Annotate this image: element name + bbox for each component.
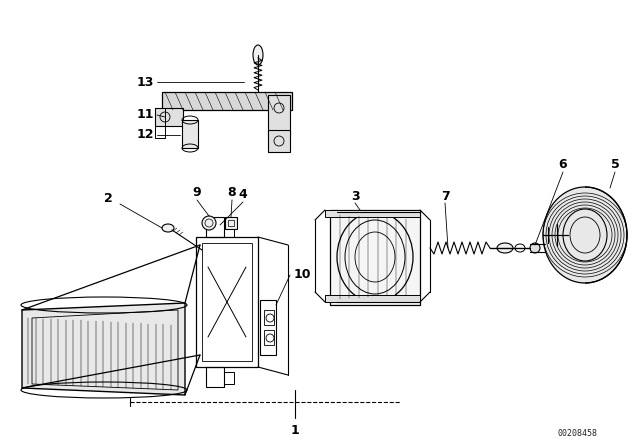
Bar bbox=[206, 367, 224, 387]
Text: 8: 8 bbox=[228, 186, 236, 199]
Bar bbox=[224, 372, 234, 384]
Bar bbox=[155, 108, 165, 138]
Bar bbox=[225, 217, 237, 229]
Text: 5: 5 bbox=[611, 159, 620, 172]
Bar bbox=[228, 220, 234, 226]
Text: 9: 9 bbox=[193, 186, 202, 199]
Bar bbox=[162, 92, 292, 110]
Text: 4: 4 bbox=[239, 189, 248, 202]
Bar bbox=[206, 217, 224, 237]
Text: 00208458: 00208458 bbox=[558, 429, 598, 438]
Bar bbox=[196, 237, 258, 367]
Bar bbox=[224, 222, 234, 237]
Text: 11: 11 bbox=[136, 108, 154, 121]
Polygon shape bbox=[325, 210, 420, 217]
Bar bbox=[264, 330, 274, 345]
Bar bbox=[202, 243, 252, 361]
Bar bbox=[268, 95, 290, 135]
Ellipse shape bbox=[543, 187, 627, 283]
Bar bbox=[330, 210, 420, 305]
Ellipse shape bbox=[253, 45, 263, 65]
Ellipse shape bbox=[530, 243, 540, 253]
Text: 13: 13 bbox=[136, 76, 154, 89]
Text: 7: 7 bbox=[440, 190, 449, 202]
Ellipse shape bbox=[202, 216, 216, 230]
Bar bbox=[182, 120, 198, 148]
Ellipse shape bbox=[497, 243, 513, 253]
Text: 10: 10 bbox=[293, 268, 311, 281]
Bar bbox=[268, 130, 290, 152]
Bar bbox=[260, 300, 276, 355]
Text: 6: 6 bbox=[559, 159, 567, 172]
Bar bbox=[264, 310, 274, 325]
Bar bbox=[155, 108, 183, 126]
Ellipse shape bbox=[162, 224, 174, 232]
Polygon shape bbox=[325, 295, 420, 302]
Text: 12: 12 bbox=[136, 129, 154, 142]
Text: 2: 2 bbox=[104, 191, 113, 204]
Text: 3: 3 bbox=[351, 190, 359, 202]
Text: 1: 1 bbox=[291, 423, 300, 436]
Polygon shape bbox=[22, 303, 185, 395]
